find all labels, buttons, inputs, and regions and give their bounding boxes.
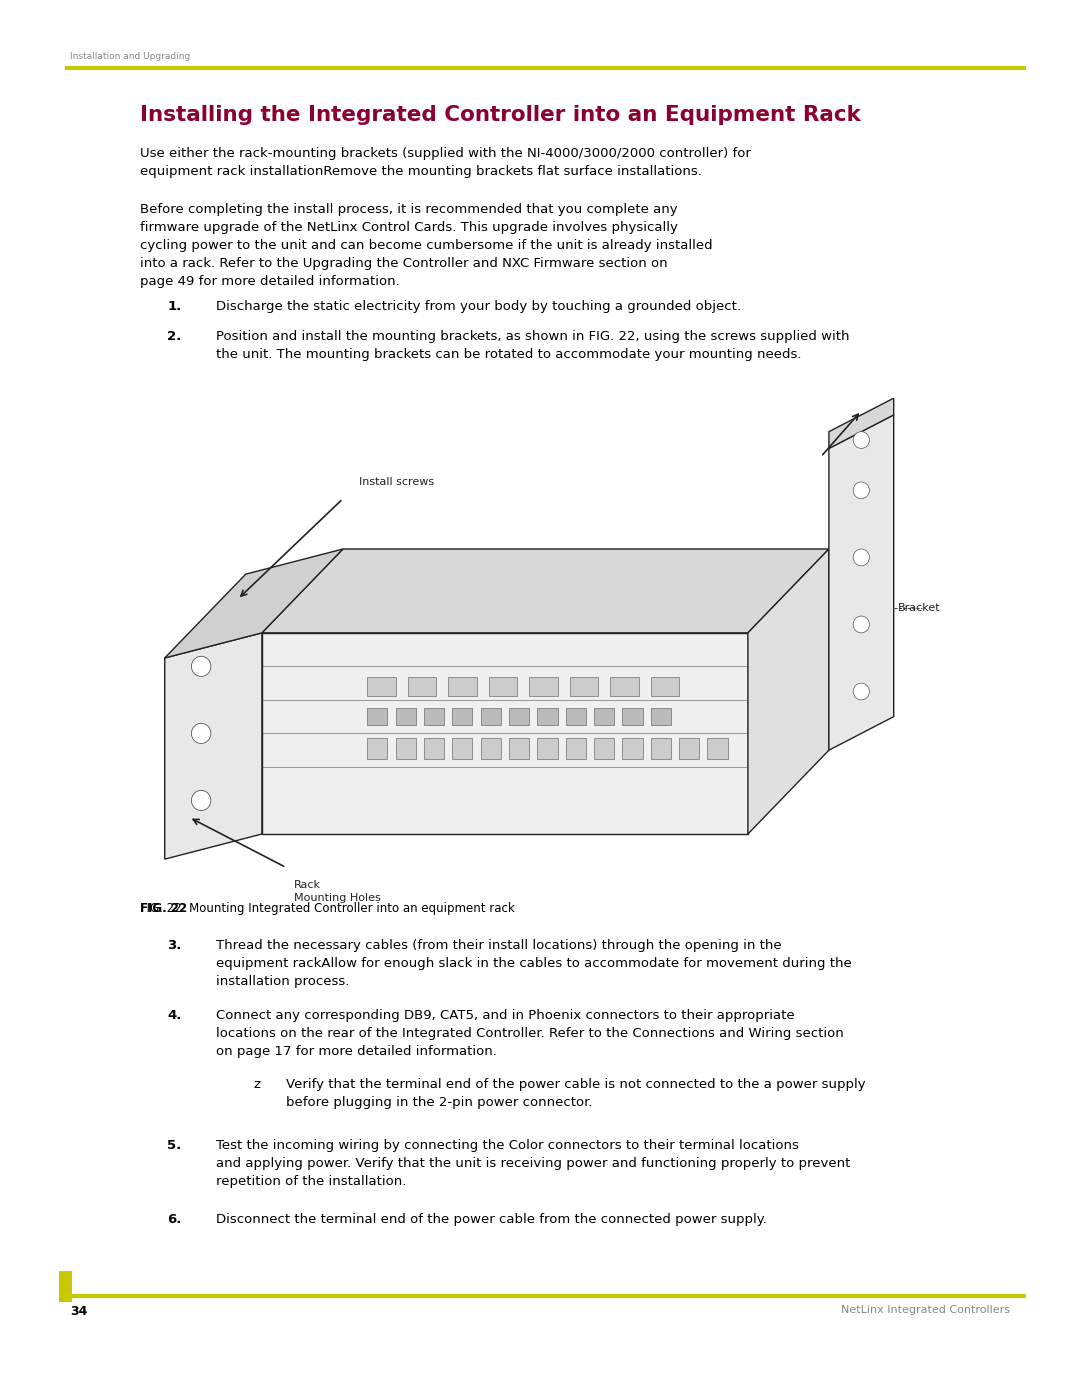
Text: 2.: 2. — [167, 330, 181, 342]
Circle shape — [853, 482, 869, 499]
Bar — [367, 738, 388, 759]
Text: Discharge the static electricity from your body by touching a grounded object.: Discharge the static electricity from yo… — [216, 300, 741, 313]
Text: Position and install the mounting brackets, as shown in FIG. 22, using the screw: Position and install the mounting bracke… — [216, 330, 850, 360]
Polygon shape — [829, 398, 894, 448]
Text: 5.: 5. — [167, 1139, 181, 1151]
Bar — [481, 708, 501, 725]
Bar — [566, 708, 585, 725]
Text: z: z — [254, 1078, 260, 1091]
Bar — [650, 738, 671, 759]
Bar — [594, 738, 615, 759]
Text: Test the incoming wiring by connecting the Color connectors to their terminal lo: Test the incoming wiring by connecting t… — [216, 1139, 850, 1187]
Text: Disconnect the terminal end of the power cable from the connected power supply.: Disconnect the terminal end of the power… — [216, 1213, 767, 1225]
Text: Before completing the install process, it is recommended that you complete any
f: Before completing the install process, i… — [140, 203, 713, 288]
Bar — [509, 738, 529, 759]
Bar — [509, 708, 529, 725]
Text: Verify that the terminal end of the power cable is not connected to the a power : Verify that the terminal end of the powe… — [286, 1078, 866, 1109]
Bar — [570, 678, 598, 696]
Bar — [395, 738, 416, 759]
Text: FIG. 22  Mounting Integrated Controller into an equipment rack: FIG. 22 Mounting Integrated Controller i… — [140, 902, 515, 915]
Polygon shape — [165, 549, 343, 658]
Bar — [566, 738, 585, 759]
Text: 4.: 4. — [167, 1009, 181, 1021]
Text: 1.: 1. — [167, 300, 181, 313]
Bar — [707, 738, 728, 759]
Circle shape — [191, 724, 211, 743]
Bar — [538, 738, 557, 759]
Text: Thread the necessary cables (from their install locations) through the opening i: Thread the necessary cables (from their … — [216, 939, 852, 988]
Circle shape — [191, 791, 211, 810]
Bar — [679, 738, 700, 759]
Bar — [594, 708, 615, 725]
Bar — [408, 678, 436, 696]
Text: Installing the Integrated Controller into an Equipment Rack: Installing the Integrated Controller int… — [140, 105, 861, 124]
Bar — [622, 738, 643, 759]
Bar — [538, 708, 557, 725]
Text: Installation and Upgrading: Installation and Upgrading — [70, 53, 190, 61]
Bar — [367, 708, 388, 725]
Polygon shape — [261, 633, 747, 834]
Text: 6.: 6. — [167, 1213, 181, 1225]
Bar — [622, 708, 643, 725]
Polygon shape — [261, 549, 829, 633]
Circle shape — [853, 683, 869, 700]
Bar — [367, 678, 395, 696]
Polygon shape — [829, 415, 894, 750]
Bar — [453, 738, 472, 759]
Polygon shape — [747, 549, 829, 834]
Text: FIG. 22: FIG. 22 — [140, 902, 188, 915]
Polygon shape — [165, 633, 261, 859]
Text: NetLinx Integrated Controllers: NetLinx Integrated Controllers — [841, 1305, 1010, 1315]
FancyBboxPatch shape — [59, 1271, 72, 1302]
Text: 34: 34 — [70, 1305, 87, 1317]
Bar — [650, 708, 671, 725]
Text: 3.: 3. — [167, 939, 181, 951]
Bar — [481, 738, 501, 759]
Circle shape — [853, 616, 869, 633]
Circle shape — [853, 432, 869, 448]
Text: Use either the rack-mounting brackets (supplied with the NI-4000/3000/2000 contr: Use either the rack-mounting brackets (s… — [140, 147, 752, 177]
Text: Install screws: Install screws — [359, 476, 434, 488]
Bar — [489, 678, 517, 696]
Circle shape — [191, 657, 211, 676]
Circle shape — [853, 549, 869, 566]
Bar — [453, 708, 472, 725]
Text: Connect any corresponding DB9, CAT5, and in Phoenix connectors to their appropri: Connect any corresponding DB9, CAT5, and… — [216, 1009, 843, 1058]
Bar — [650, 678, 679, 696]
Text: Bracket: Bracket — [897, 602, 941, 613]
Bar — [610, 678, 638, 696]
Bar — [529, 678, 557, 696]
Bar — [423, 708, 444, 725]
Bar — [448, 678, 476, 696]
Text: Rack
Mounting Holes: Rack Mounting Holes — [294, 880, 381, 902]
Bar — [395, 708, 416, 725]
Bar — [423, 738, 444, 759]
